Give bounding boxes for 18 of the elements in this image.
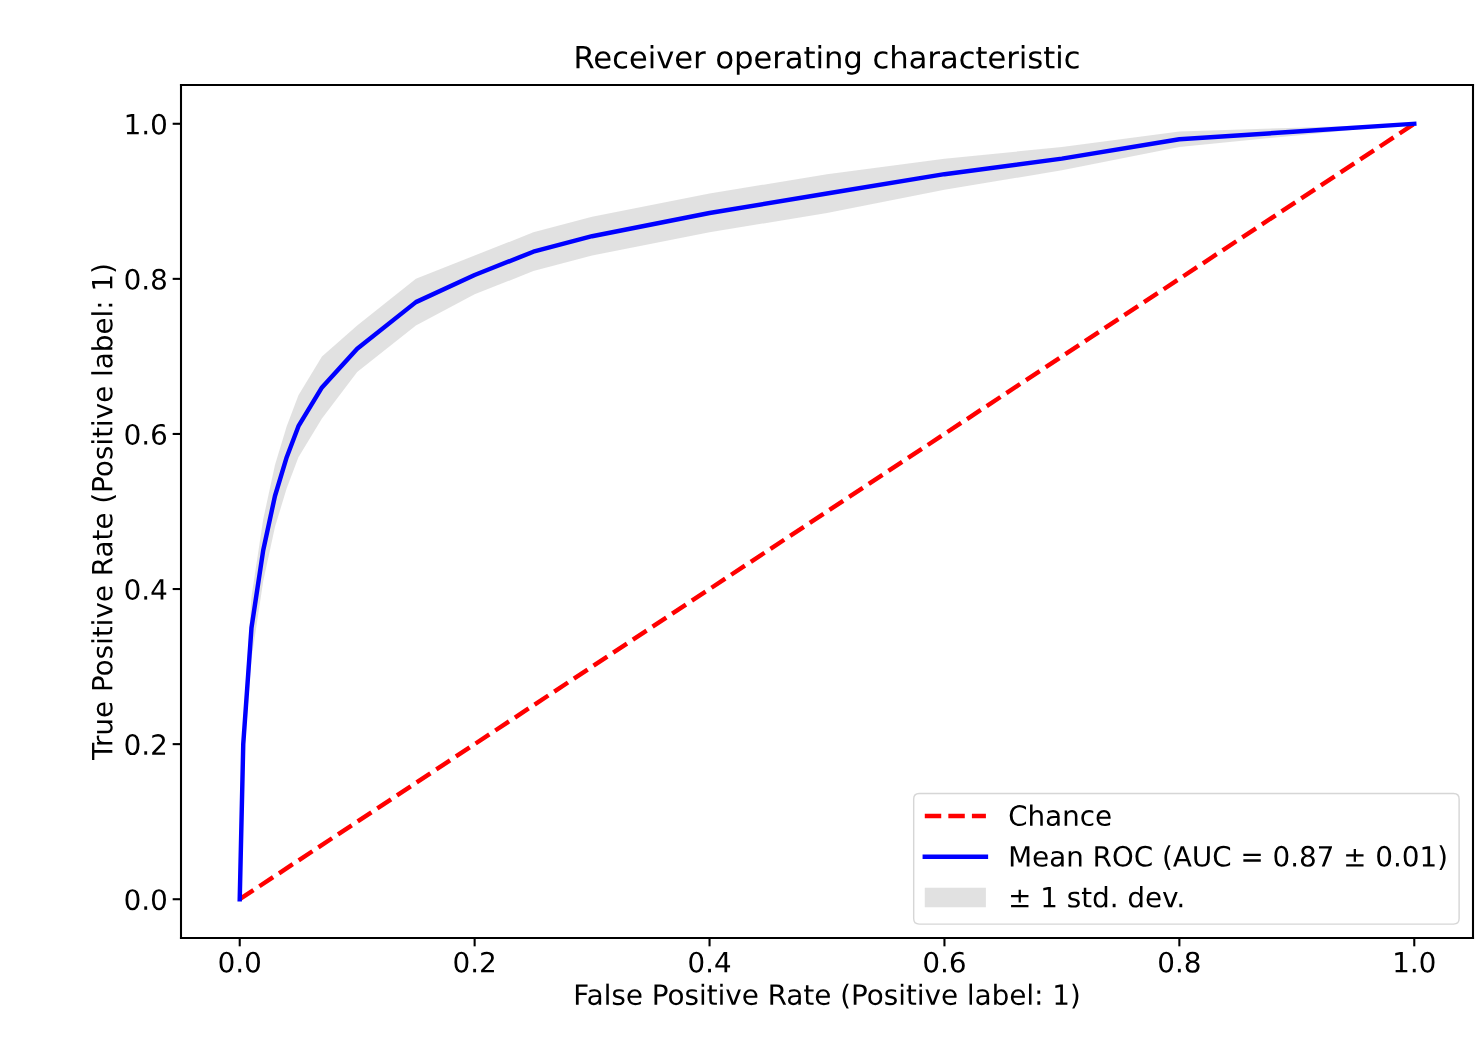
x-tick-label: 0.2 (454, 951, 494, 973)
y-tick-label: 0.2 (125, 734, 166, 756)
y-tick-label: 1.0 (126, 113, 166, 135)
legend-label: Mean ROC (AUC = 0.87 ± 0.01) (1010, 845, 1446, 871)
y-axis-title: True Positive Rate (Positive label: 1) (91, 265, 116, 760)
y-tick-label: 0.4 (125, 578, 167, 600)
x-tick-label: 0.6 (924, 951, 965, 973)
y-tick-label: 0.0 (125, 889, 166, 911)
x-tick-label: 0.4 (689, 951, 731, 973)
x-tick-label: 0.0 (219, 951, 260, 973)
legend-label: Chance (1009, 804, 1111, 827)
chart-title: Receiver operating characteristic (576, 45, 1079, 75)
x-tick-label: 0.8 (1159, 951, 1200, 973)
y-tick-label: 0.8 (125, 268, 166, 290)
x-tick-label: 1.0 (1395, 951, 1435, 973)
legend-label: ± 1 std. dev. (1011, 886, 1183, 908)
y-tick-label: 0.6 (125, 423, 167, 445)
x-axis-title: False Positive Rate (Positive label: 1) (575, 983, 1079, 1009)
